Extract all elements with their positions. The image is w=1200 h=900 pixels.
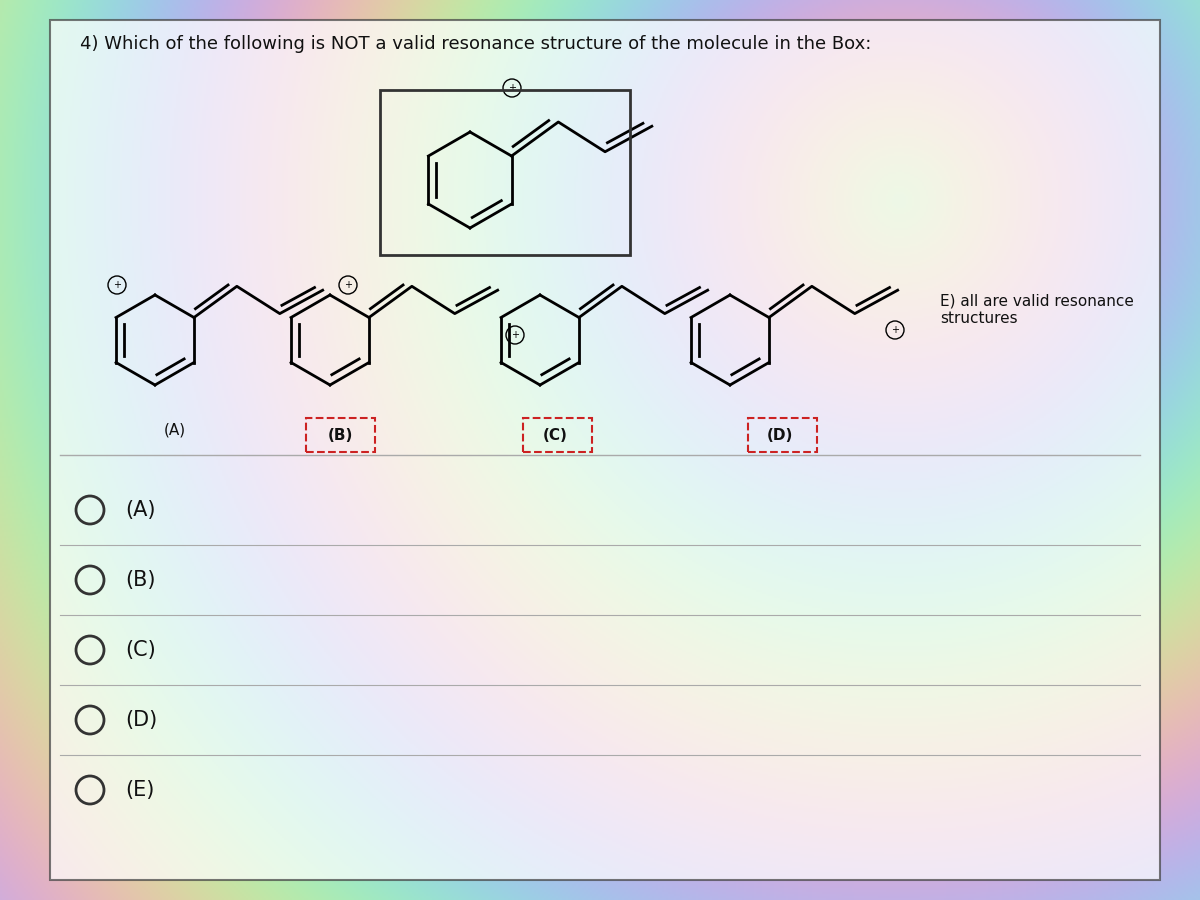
Bar [380,90,630,255]
Text: E) all are valid resonance
structures: E) all are valid resonance structures [940,293,1134,326]
Text: (A): (A) [164,422,186,437]
Text: (C): (C) [125,640,156,660]
Text: (A): (A) [125,500,156,520]
Text: (D): (D) [125,710,157,730]
Text: +: + [508,83,516,93]
Text: (C): (C) [542,428,568,443]
Text: (B): (B) [328,428,353,443]
Text: (B): (B) [125,570,156,590]
Text: (D): (D) [767,428,793,443]
Text: 4) Which of the following is NOT a valid resonance structure of the molecule in : 4) Which of the following is NOT a valid… [80,35,871,53]
Text: +: + [113,280,121,290]
Text: +: + [511,330,520,340]
Text: (E): (E) [125,780,155,800]
Text: +: + [890,325,899,335]
Text: +: + [344,280,352,290]
